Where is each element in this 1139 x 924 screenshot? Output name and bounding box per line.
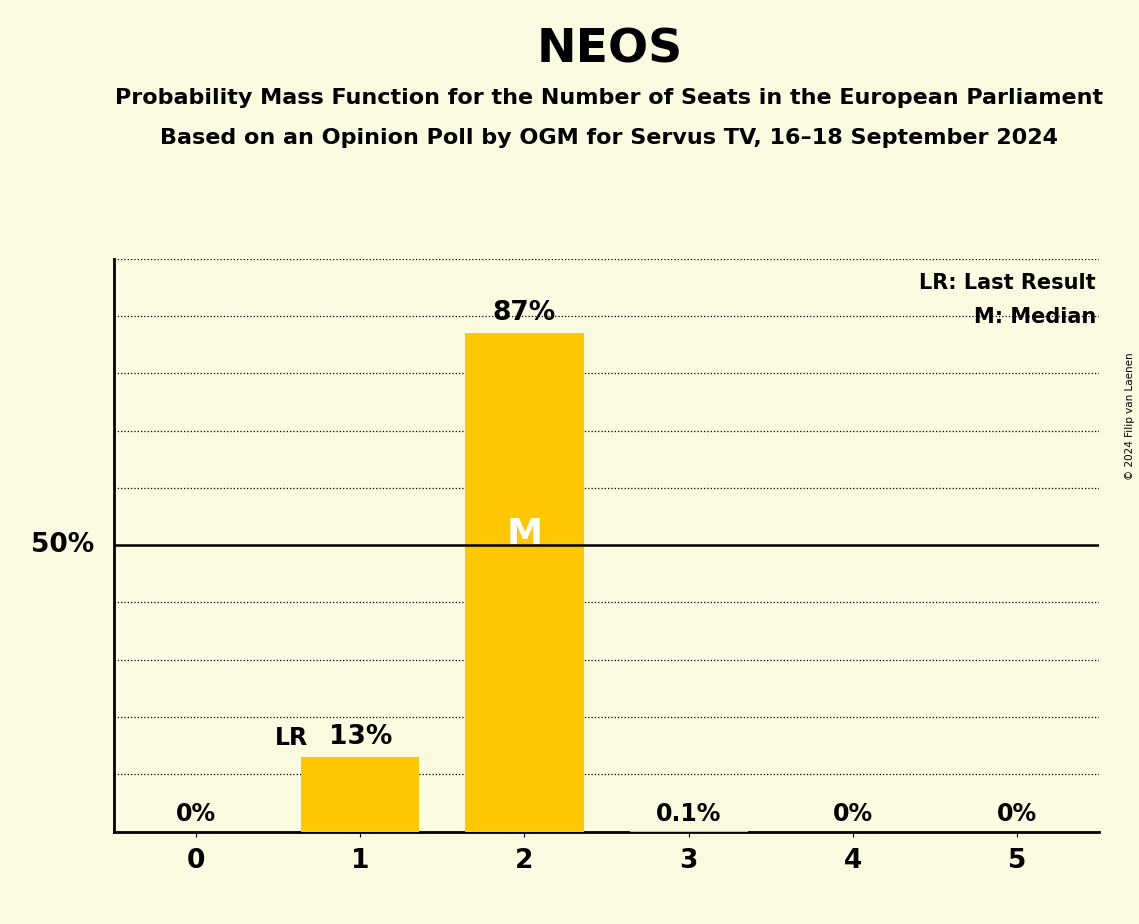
- Text: NEOS: NEOS: [536, 28, 682, 73]
- Text: 0.1%: 0.1%: [656, 802, 721, 826]
- Text: 0%: 0%: [997, 802, 1038, 826]
- Text: M: Median: M: Median: [974, 308, 1096, 327]
- Text: 0%: 0%: [175, 802, 216, 826]
- Text: 50%: 50%: [31, 532, 95, 558]
- Text: Probability Mass Function for the Number of Seats in the European Parliament: Probability Mass Function for the Number…: [115, 88, 1104, 108]
- Bar: [301, 757, 419, 832]
- Text: Based on an Opinion Poll by OGM for Servus TV, 16–18 September 2024: Based on an Opinion Poll by OGM for Serv…: [161, 128, 1058, 148]
- Text: M: M: [507, 517, 542, 551]
- Text: LR: Last Result: LR: Last Result: [919, 274, 1096, 293]
- Text: 0%: 0%: [833, 802, 872, 826]
- Text: © 2024 Filip van Laenen: © 2024 Filip van Laenen: [1125, 352, 1134, 480]
- Text: 13%: 13%: [328, 723, 392, 749]
- Text: LR: LR: [274, 725, 308, 749]
- Text: 87%: 87%: [493, 299, 556, 326]
- Bar: [466, 334, 583, 832]
